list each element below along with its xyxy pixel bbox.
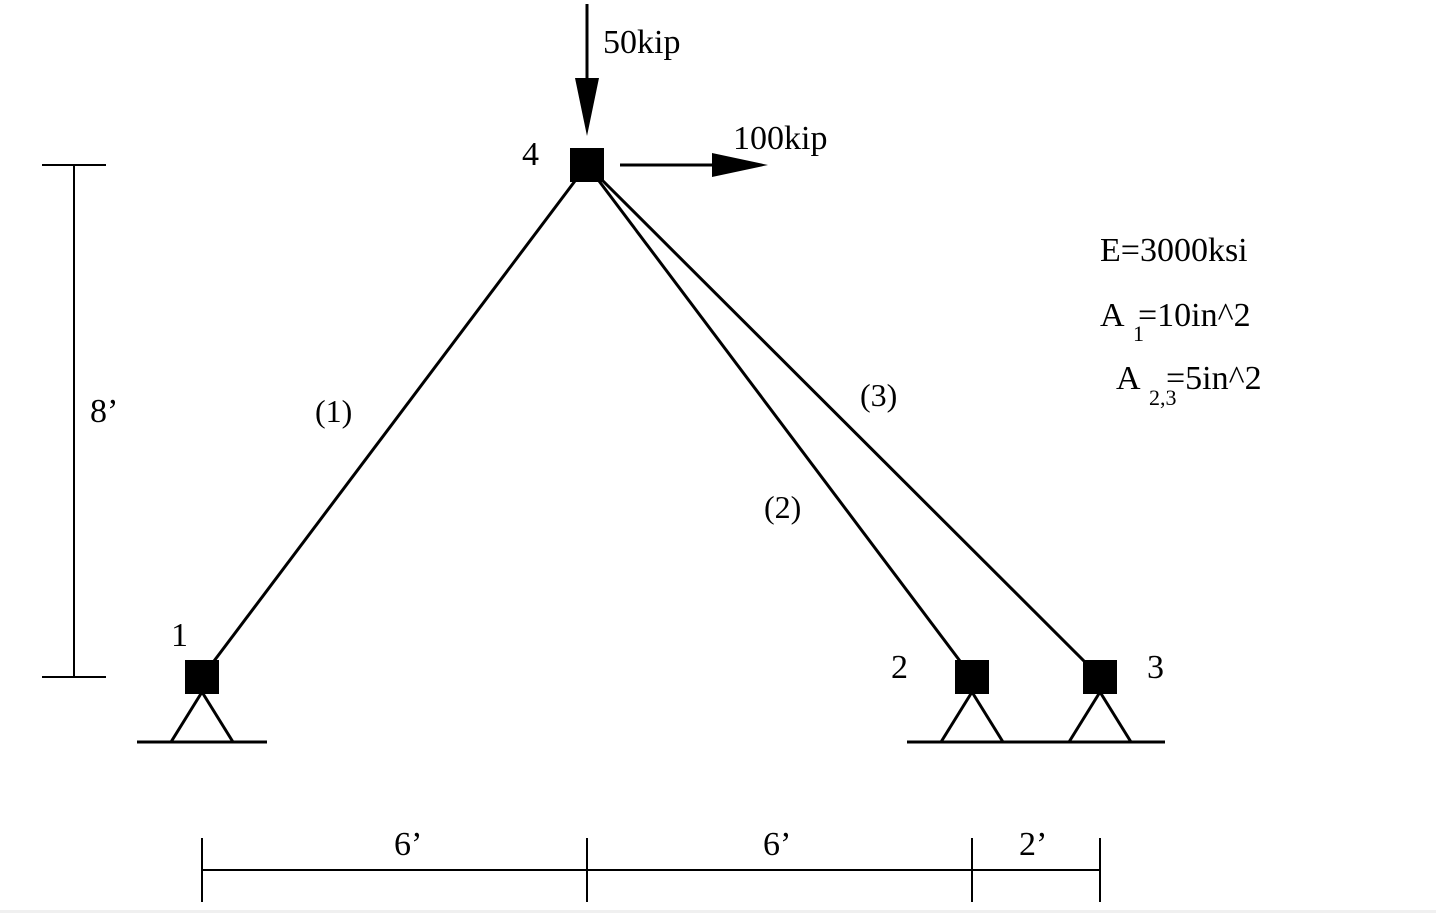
area-1-value: =10in^2 xyxy=(1138,297,1251,334)
truss-members xyxy=(200,163,1102,679)
member-1-line xyxy=(200,164,589,678)
node-3-square xyxy=(1083,660,1117,694)
supports xyxy=(137,691,1165,744)
node-4-square xyxy=(570,148,604,182)
load-vertical xyxy=(575,4,599,136)
span-3-dimension-label: 2’ xyxy=(1019,826,1047,863)
height-dimension-label: 8’ xyxy=(90,393,118,430)
support-node-2 xyxy=(939,691,1005,743)
material-properties: E=3000ksi A 1 =10in^2 A 2,3 =5in^2 xyxy=(1100,232,1262,410)
node-1-label: 1 xyxy=(171,617,188,654)
node-3-label: 3 xyxy=(1147,649,1164,686)
load-vertical-label: 50kip xyxy=(603,24,680,61)
nodes xyxy=(185,148,1117,694)
height-dimension xyxy=(42,164,106,678)
member-2-line xyxy=(585,164,974,678)
dimension-lines xyxy=(42,164,1101,902)
area-23-subscript: 2,3 xyxy=(1149,385,1177,410)
member-3-label: (3) xyxy=(860,377,897,413)
member-3-line xyxy=(585,163,1102,679)
bottom-border xyxy=(0,910,1436,913)
load-horizontal-arrowhead xyxy=(712,153,768,177)
node-2-square xyxy=(955,660,989,694)
modulus-label: E=3000ksi xyxy=(1100,232,1248,269)
span-1-dimension-label: 6’ xyxy=(394,826,422,863)
area-1-subscript: 1 xyxy=(1133,321,1144,346)
area-1-symbol: A xyxy=(1100,297,1125,334)
support-node-3 xyxy=(1067,691,1133,743)
span-dimension xyxy=(201,838,1101,902)
node-4-label: 4 xyxy=(522,136,539,173)
support-node-1 xyxy=(137,691,267,744)
load-vertical-arrowhead xyxy=(575,78,599,136)
area-23-value: =5in^2 xyxy=(1166,360,1262,397)
node-2-label: 2 xyxy=(891,649,908,686)
node-1-square xyxy=(185,660,219,694)
member-2-label: (2) xyxy=(764,489,801,525)
load-horizontal-label: 100kip xyxy=(733,120,827,157)
area-23-symbol: A xyxy=(1116,360,1141,397)
member-1-label: (1) xyxy=(315,393,352,429)
load-horizontal xyxy=(620,153,768,177)
span-2-dimension-label: 6’ xyxy=(763,826,791,863)
